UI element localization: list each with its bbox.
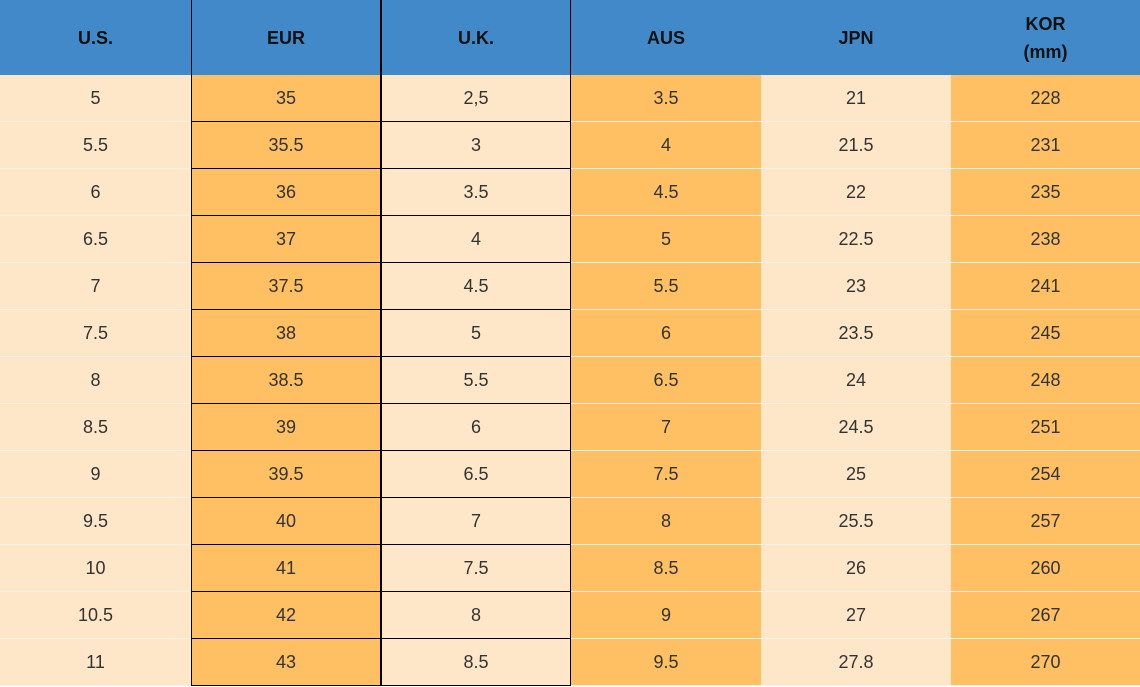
table-cell: 5.5 [381, 357, 571, 404]
table-cell: 22 [761, 169, 951, 216]
column-header: U.S. [0, 0, 191, 75]
table-cell: 235 [951, 169, 1140, 216]
table-cell: 241 [951, 263, 1140, 310]
table-cell: 4 [571, 122, 761, 169]
table-cell: 35.5 [191, 122, 381, 169]
column-header: EUR [191, 0, 381, 75]
table-cell: 2,5 [381, 75, 571, 122]
table-cell: 5.5 [571, 263, 761, 310]
table-cell: 27 [761, 592, 951, 639]
table-cell: 7 [0, 263, 191, 310]
table-cell: 39.5 [191, 451, 381, 498]
table-cell: 24 [761, 357, 951, 404]
table-cell: 25.5 [761, 498, 951, 545]
table-cell: 6.5 [0, 216, 191, 263]
table-cell: 7.5 [381, 545, 571, 592]
table-cell: 37.5 [191, 263, 381, 310]
table-cell: 6.5 [571, 357, 761, 404]
table-cell: 21 [761, 75, 951, 122]
table-cell: 9.5 [0, 498, 191, 545]
table-cell: 5 [381, 310, 571, 357]
column-header: JPN [761, 0, 951, 75]
column-header: AUS [571, 0, 761, 75]
table-cell: 231 [951, 122, 1140, 169]
table-cell: 267 [951, 592, 1140, 639]
table-cell: 43 [191, 639, 381, 686]
table-cell: 22.5 [761, 216, 951, 263]
table-cell: 251 [951, 404, 1140, 451]
table-cell: 260 [951, 545, 1140, 592]
table-cell: 37 [191, 216, 381, 263]
column-header: KOR (mm) [951, 0, 1140, 75]
table-cell: 238 [951, 216, 1140, 263]
table-cell: 10.5 [0, 592, 191, 639]
table-cell: 7.5 [0, 310, 191, 357]
table-cell: 5 [0, 75, 191, 122]
table-cell: 23.5 [761, 310, 951, 357]
table-cell: 36 [191, 169, 381, 216]
table-cell: 3.5 [571, 75, 761, 122]
table-cell: 8.5 [571, 545, 761, 592]
table-cell: 5 [571, 216, 761, 263]
table-cell: 8.5 [0, 404, 191, 451]
table-cell: 6 [571, 310, 761, 357]
table-cell: 39 [191, 404, 381, 451]
table-cell: 7 [571, 404, 761, 451]
table-cell: 3.5 [381, 169, 571, 216]
table-cell: 23 [761, 263, 951, 310]
table-cell: 10 [0, 545, 191, 592]
table-cell: 245 [951, 310, 1140, 357]
table-cell: 257 [951, 498, 1140, 545]
table-cell: 9 [571, 592, 761, 639]
table-cell: 4 [381, 216, 571, 263]
table-cell: 24.5 [761, 404, 951, 451]
table-cell: 8.5 [381, 639, 571, 686]
table-cell: 25 [761, 451, 951, 498]
table-cell: 9.5 [571, 639, 761, 686]
table-cell: 4.5 [381, 263, 571, 310]
table-cell: 228 [951, 75, 1140, 122]
table-cell: 6 [0, 169, 191, 216]
table-cell: 38.5 [191, 357, 381, 404]
table-cell: 8 [381, 592, 571, 639]
table-cell: 9 [0, 451, 191, 498]
table-cell: 8 [0, 357, 191, 404]
table-cell: 27.8 [761, 639, 951, 686]
table-cell: 270 [951, 639, 1140, 686]
table-cell: 6.5 [381, 451, 571, 498]
table-cell: 35 [191, 75, 381, 122]
table-cell: 11 [0, 639, 191, 686]
table-cell: 5.5 [0, 122, 191, 169]
table-cell: 42 [191, 592, 381, 639]
table-cell: 7.5 [571, 451, 761, 498]
table-cell: 41 [191, 545, 381, 592]
table-cell: 8 [571, 498, 761, 545]
column-header: U.K. [381, 0, 571, 75]
table-cell: 7 [381, 498, 571, 545]
table-cell: 26 [761, 545, 951, 592]
table-cell: 21.5 [761, 122, 951, 169]
table-cell: 6 [381, 404, 571, 451]
table-cell: 3 [381, 122, 571, 169]
table-cell: 40 [191, 498, 381, 545]
table-cell: 254 [951, 451, 1140, 498]
table-cell: 4.5 [571, 169, 761, 216]
table-cell: 38 [191, 310, 381, 357]
table-cell: 248 [951, 357, 1140, 404]
